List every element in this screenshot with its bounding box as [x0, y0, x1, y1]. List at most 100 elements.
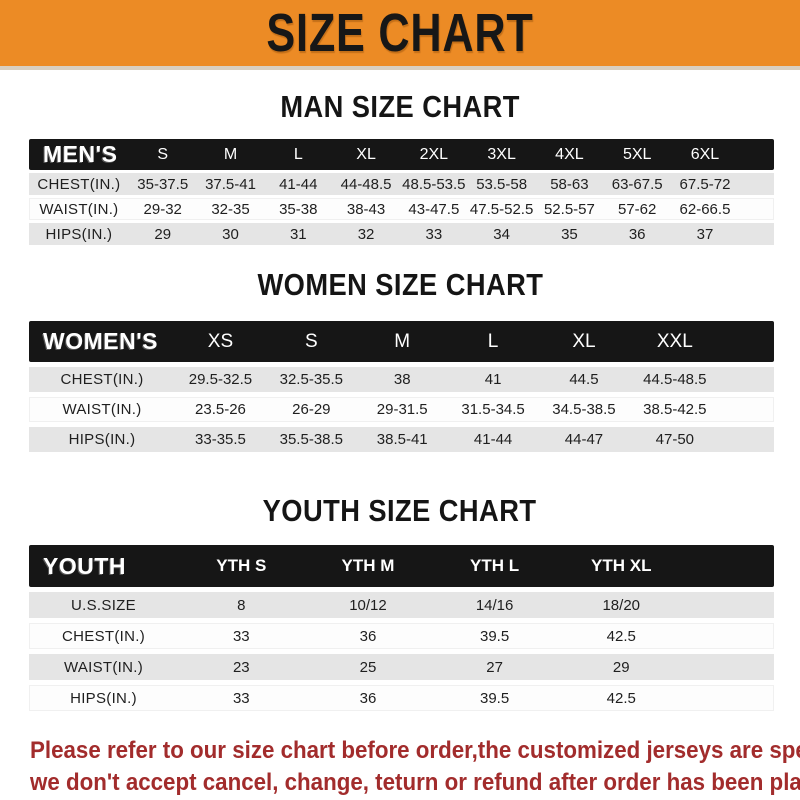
youth-cell-1-0: 33: [232, 627, 250, 645]
youth-table-row-0: U.S.SIZE 8 10/12 14/16 18/20: [29, 592, 774, 618]
womens-header-row: WOMEN'S XS S M L XL XXL: [29, 321, 774, 362]
womens-cell-0-4: 44.5: [569, 371, 599, 388]
women-size-chart-heading-text: WOMEN SIZE CHART: [257, 267, 543, 302]
mens-cell-1-5: 47.5-52.5: [469, 200, 534, 218]
youth-cell-0-1: 10/12: [349, 596, 387, 614]
youth-column-header-3: YTH XL: [591, 556, 652, 575]
womens-column-header-3: L: [487, 330, 499, 352]
mens-row-label-1: WAIST(IN.): [39, 200, 119, 218]
youth-cell-2-2: 27: [486, 658, 503, 676]
youth-header-row: YOUTH YTH S YTH M YTH L YTH XL: [29, 545, 774, 587]
mens-cell-0-5: 53.5-58: [476, 175, 528, 193]
womens-cell-1-5: 38.5-42.5: [643, 401, 707, 418]
womens-column-header-2: M: [394, 330, 411, 352]
youth-row-label-3: HIPS(IN.): [70, 689, 137, 707]
size-chart-banner: SIZE CHART: [0, 0, 800, 70]
youth-row-label-0: U.S.SIZE: [71, 596, 136, 614]
youth-size-chart-heading: YOUTH SIZE CHART: [0, 494, 800, 528]
womens-row-label-0: CHEST(IN.): [60, 371, 144, 388]
youth-column-header-2: YTH L: [470, 556, 520, 575]
womens-cell-2-0: 33-35.5: [195, 431, 246, 448]
man-size-chart-heading-text: MAN SIZE CHART: [280, 89, 520, 124]
womens-cell-0-1: 32.5-35.5: [279, 371, 344, 388]
mens-cell-1-1: 32-35: [211, 200, 250, 218]
youth-table-row-2: WAIST(IN.) 23 25 27 29: [29, 654, 774, 680]
youth-row-label-2: WAIST(IN.): [63, 658, 144, 676]
youth-cell-1-3: 42.5: [606, 627, 636, 645]
womens-cell-0-0: 29.5-32.5: [188, 371, 253, 388]
mens-column-header-3: XL: [356, 145, 376, 163]
mens-column-header-2: L: [293, 145, 303, 163]
youth-corner-label: YOUTH: [43, 552, 126, 579]
mens-cell-1-4: 43-47.5: [408, 200, 460, 218]
womens-cell-2-4: 44-47: [564, 431, 604, 448]
mens-column-header-0: S: [157, 145, 169, 163]
youth-cell-3-3: 42.5: [606, 689, 636, 707]
banner-title: SIZE CHART: [266, 3, 534, 63]
mens-column-header-7: 5XL: [622, 145, 652, 163]
womens-corner-label: WOMEN'S: [43, 328, 159, 354]
womens-column-header-0: XS: [207, 330, 234, 352]
mens-cell-2-5: 34: [493, 225, 510, 243]
mens-cell-2-4: 33: [425, 225, 443, 243]
mens-column-header-1: M: [223, 145, 238, 163]
mens-table-row-0: CHEST(IN.) 35-37.5 37.5-41 41-44 44-48.5 48.5…: [29, 173, 774, 195]
youth-size-table: YOUTH YTH S YTH M YTH L YTH XL U.S.SIZE 8 10/12…: [29, 545, 774, 711]
mens-cell-0-7: 63-67.5: [611, 175, 663, 193]
womens-cell-1-4: 34.5-38.5: [552, 401, 616, 418]
man-size-chart-heading: MAN SIZE CHART: [0, 90, 800, 124]
mens-cell-2-6: 35: [561, 225, 578, 243]
womens-table-row-1: WAIST(IN.) 23.5-26 26-29 29-31.5 31.5-34.5 34…: [29, 397, 774, 422]
mens-cell-1-2: 35-38: [279, 200, 318, 218]
youth-cell-2-3: 29: [612, 658, 630, 676]
womens-table-row-0: CHEST(IN.) 29.5-32.5 32.5-35.5 38 41 44.5 44.5…: [29, 367, 774, 392]
mens-cell-0-1: 37.5-41: [205, 175, 256, 193]
order-policy-line-1: Please refer to our size chart before or…: [30, 737, 800, 764]
womens-cell-1-0: 23.5-26: [195, 401, 246, 418]
youth-cell-0-3: 18/20: [602, 596, 641, 614]
youth-size-chart-heading-text: YOUTH SIZE CHART: [263, 493, 537, 528]
mens-cell-1-7: 57-62: [618, 200, 657, 218]
mens-cell-1-8: 62-66.5: [679, 200, 731, 218]
mens-cell-0-3: 44-48.5: [340, 175, 392, 193]
mens-cell-1-0: 29-32: [143, 200, 182, 218]
women-size-chart-heading: WOMEN SIZE CHART: [0, 268, 800, 302]
mens-cell-1-3: 38-43: [346, 200, 386, 218]
men-size-table: MEN'S S M L XL 2XL 3XL 4XL 5XL 6XL CHEST(IN.) 35-37…: [29, 139, 774, 245]
mens-table-row-1: WAIST(IN.) 29-32 32-35 35-38 38-43 43-47.5 47.…: [29, 198, 774, 220]
womens-column-header-1: S: [304, 330, 318, 352]
mens-cell-2-7: 36: [628, 225, 646, 243]
youth-cell-2-1: 25: [359, 658, 377, 676]
mens-header-row: MEN'S S M L XL 2XL 3XL 4XL 5XL 6XL: [29, 139, 774, 170]
womens-cell-1-2: 29-31.5: [376, 401, 428, 418]
youth-column-header-1: YTH M: [341, 556, 395, 575]
women-size-table: WOMEN'S XS S M L XL XXL CHEST(IN.) 29.5-32.5 32.5…: [29, 321, 774, 452]
mens-column-header-6: 4XL: [555, 145, 584, 163]
mens-cell-2-8: 37: [696, 225, 714, 243]
mens-row-label-2: HIPS(IN.): [45, 225, 113, 243]
mens-cell-0-2: 41-44: [279, 175, 318, 193]
womens-cell-2-1: 35.5-38.5: [279, 431, 344, 448]
mens-cell-2-3: 32: [357, 225, 375, 243]
womens-cell-0-3: 41: [484, 371, 502, 388]
womens-table-row-2: HIPS(IN.) 33-35.5 35.5-38.5 38.5-41 41-44 44-…: [29, 427, 774, 452]
mens-cell-2-2: 31: [289, 225, 307, 243]
mens-column-header-8: 6XL: [690, 145, 720, 163]
womens-cell-1-3: 31.5-34.5: [461, 401, 525, 418]
womens-cell-1-1: 26-29: [292, 401, 331, 418]
youth-cell-0-2: 14/16: [475, 596, 514, 614]
youth-cell-1-2: 39.5: [480, 627, 510, 645]
mens-cell-1-6: 52.5-57: [543, 200, 595, 218]
order-policy-line-2: we don't accept cancel, change, teturn o…: [30, 769, 800, 796]
youth-cell-2-0: 23: [232, 658, 250, 676]
mens-cell-0-6: 58-63: [550, 175, 589, 193]
womens-cell-2-2: 38.5-41: [376, 431, 428, 448]
womens-cell-2-5: 47-50: [655, 431, 695, 448]
order-policy-note: Please refer to our size chart before or…: [0, 735, 800, 799]
mens-table-row-2: HIPS(IN.) 29 30 31 32 33 34 35 36 37: [29, 223, 774, 245]
womens-row-label-2: HIPS(IN.): [68, 431, 136, 448]
womens-column-header-4: XL: [572, 330, 596, 352]
youth-column-header-0: YTH S: [216, 556, 267, 575]
youth-cell-3-2: 39.5: [480, 689, 510, 707]
youth-cell-0-0: 8: [237, 596, 246, 614]
